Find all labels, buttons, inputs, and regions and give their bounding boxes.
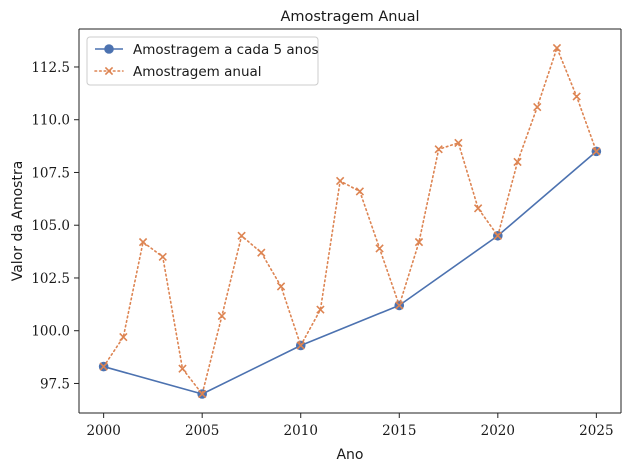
y-tick-label: 105.0 <box>31 218 70 234</box>
data-point <box>198 389 207 399</box>
data-point <box>119 332 128 342</box>
data-point <box>237 231 246 240</box>
data-point <box>138 237 148 247</box>
series-line <box>103 150 597 395</box>
data-point <box>552 43 562 53</box>
y-tick-label: 110.0 <box>31 113 70 129</box>
data-point <box>414 237 424 247</box>
data-point <box>99 362 108 371</box>
legend-box <box>86 36 319 86</box>
y-tick-label: 107.5 <box>31 165 70 181</box>
y-tick-label: 102.5 <box>31 271 70 287</box>
x-tick-label: 2015 <box>382 423 416 439</box>
data-point <box>513 157 522 167</box>
legend: Amostragem a cada 5 anos Amostragem anual <box>86 36 319 86</box>
legend-label: Amostragem a cada 5 anos <box>133 42 319 58</box>
legend-marker <box>104 44 114 54</box>
data-point <box>434 145 443 154</box>
chart-title: Amostragem Anual <box>280 9 419 25</box>
y-tick-label: 112.5 <box>31 60 70 76</box>
x-tick-label: 2020 <box>481 423 515 439</box>
x-tick-label: 2025 <box>579 423 613 439</box>
data-point <box>375 244 384 253</box>
data-point <box>533 102 542 112</box>
y-tick-label: 100.0 <box>31 324 70 340</box>
y-axis-label: Valor da Amostra <box>10 161 26 282</box>
data-point <box>276 282 286 291</box>
x-axis-label: Ano <box>336 447 363 463</box>
plot-area <box>79 29 621 413</box>
data-point <box>158 252 167 262</box>
data-point <box>395 301 404 310</box>
y-tick-label: 97.5 <box>40 376 70 392</box>
data-point <box>178 364 187 373</box>
data-point <box>493 231 502 240</box>
data-point <box>572 92 581 101</box>
series-layer <box>98 43 602 399</box>
data-point <box>316 305 325 314</box>
x-tick-label: 2005 <box>185 423 219 439</box>
data-point <box>355 187 365 196</box>
data-point <box>217 311 227 321</box>
legend-marker <box>104 66 114 76</box>
series-line <box>102 47 598 395</box>
data-point <box>296 341 305 350</box>
axes: 2000 2005 2010 2015 2020 2025 97.5 100.0 102.5 10… <box>31 28 622 439</box>
data-point <box>592 147 601 156</box>
data-point <box>257 248 266 257</box>
data-point <box>473 204 483 213</box>
data-point <box>335 176 345 186</box>
x-tick-label: 2010 <box>284 423 318 439</box>
x-tick-label: 2000 <box>86 423 120 439</box>
series-2 <box>99 43 601 399</box>
legend-label: Amostragem anual <box>133 64 262 80</box>
data-point <box>454 138 463 148</box>
